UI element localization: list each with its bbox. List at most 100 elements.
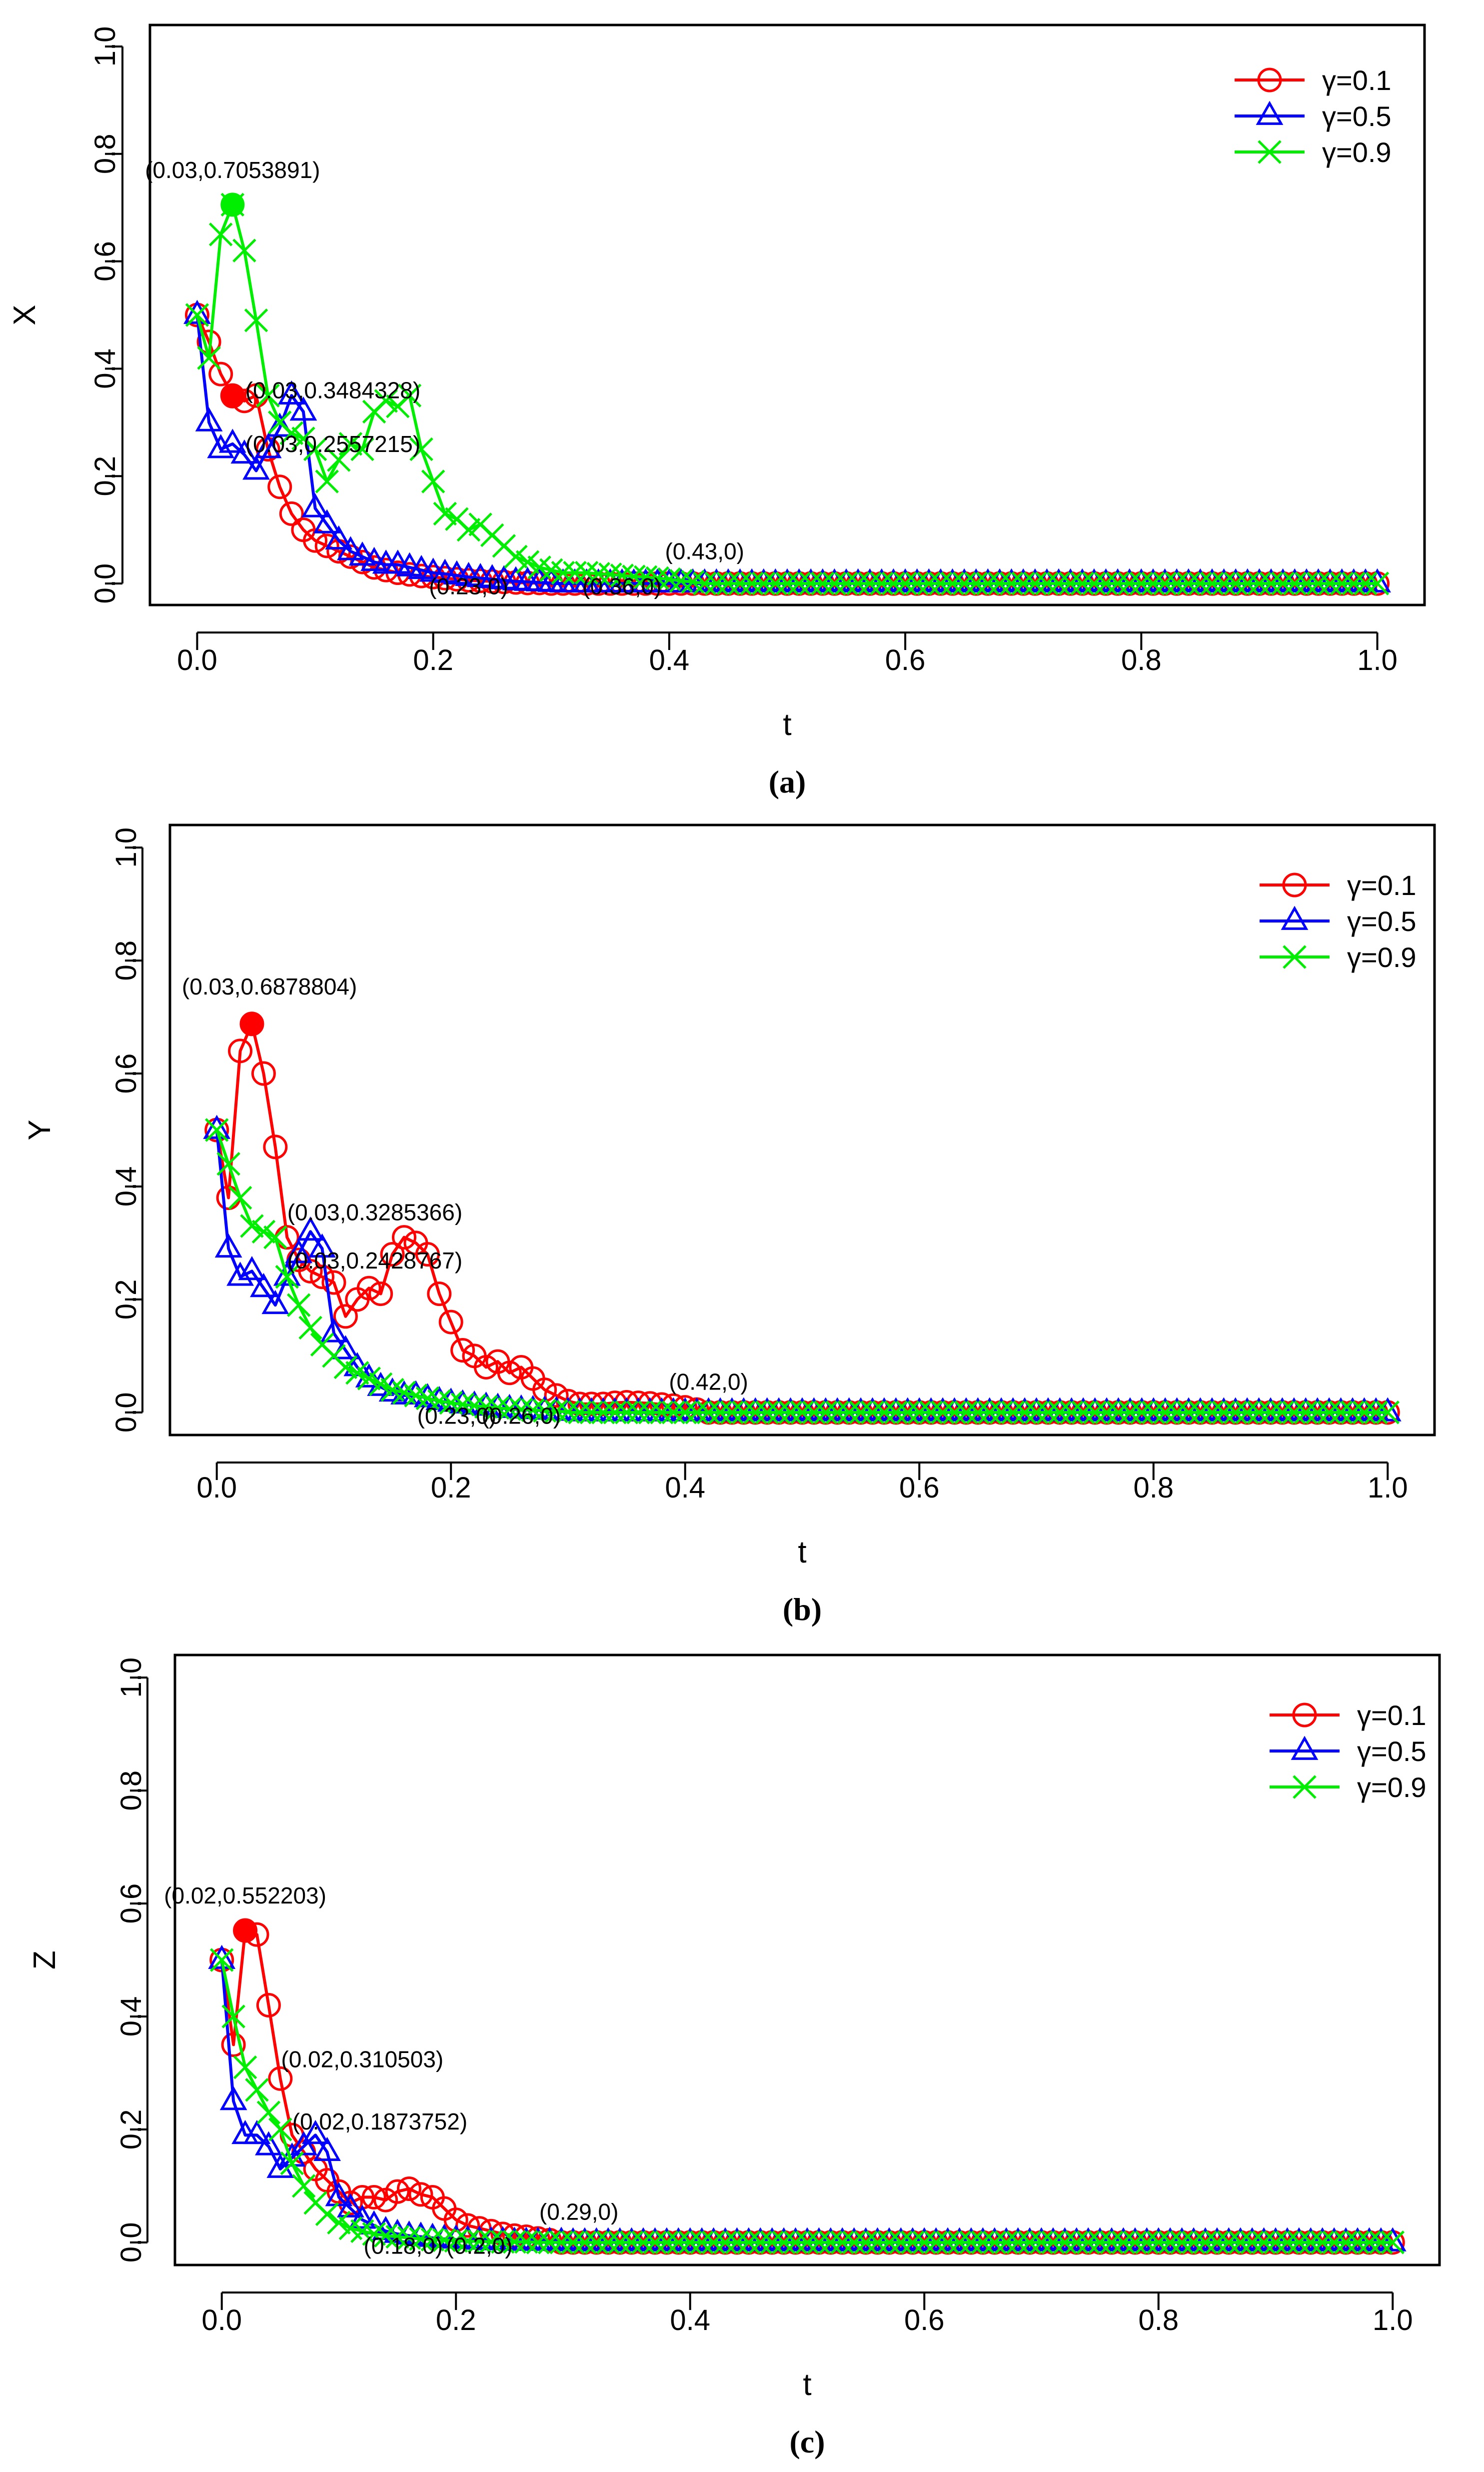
data-point: [286, 1293, 311, 1317]
data-point: [263, 1134, 288, 1160]
data-point: [331, 1335, 359, 1360]
data-point: [1048, 1400, 1072, 1424]
data-point: [799, 572, 823, 596]
data-point: [755, 1400, 779, 1424]
y-axis-label: Y: [22, 1120, 57, 1140]
data-point: [298, 1316, 322, 1340]
data-point: [1200, 1400, 1224, 1424]
data-point: [872, 1400, 896, 1424]
y-axis-label: X: [7, 304, 42, 325]
data-point: [275, 1264, 299, 1289]
data-point: [245, 2078, 269, 2102]
data-point: [748, 2230, 773, 2254]
data-point: [989, 1400, 1014, 1424]
data-point: [228, 1038, 253, 1064]
data-point: [666, 2230, 691, 2254]
y-tick-label: 0.4: [110, 1166, 142, 1207]
data-point: [1129, 572, 1154, 596]
data-point: [661, 1393, 686, 1418]
data-point: [1029, 2230, 1054, 2254]
data-point: [912, 2230, 937, 2254]
data-point: [959, 2230, 983, 2254]
data-point: [277, 380, 305, 405]
data-point: [1247, 572, 1272, 596]
data-point: [1346, 2230, 1370, 2254]
data-point: [444, 2228, 468, 2253]
x-tick-label: 0.8: [1138, 2304, 1179, 2336]
data-point: [865, 2230, 890, 2254]
data-point: [954, 1400, 978, 1424]
data-point: [591, 1392, 616, 1416]
data-point: [936, 2230, 960, 2254]
data-point: [1354, 572, 1378, 596]
data-point: [285, 1239, 313, 1264]
legend-marker: [1293, 1775, 1317, 1799]
data-point: [325, 2182, 353, 2206]
data-point: [556, 1400, 580, 1424]
data-point: [1240, 2230, 1264, 2254]
point-annotation: (0.03,0.6878804): [182, 974, 357, 1000]
data-point: [368, 1282, 393, 1306]
data-point: [267, 474, 292, 500]
data-point: [327, 2210, 351, 2235]
data-point: [343, 1352, 371, 1376]
data-point: [994, 2230, 1019, 2254]
data-point: [884, 1400, 908, 1424]
data-point: [584, 2230, 609, 2254]
data-point: [1322, 2230, 1346, 2254]
data-point: [497, 1397, 522, 1421]
data-point: [964, 572, 988, 596]
data-point: [1259, 572, 1283, 596]
data-point: [645, 566, 670, 590]
y-tick-label: 1.0: [89, 26, 121, 67]
data-point: [1117, 572, 1142, 596]
data-point: [1270, 1400, 1295, 1424]
data-point: [497, 1360, 522, 1386]
data-point: [619, 2230, 644, 2254]
data-point: [251, 1220, 276, 1244]
data-point: [221, 2032, 246, 2057]
data-point: [325, 525, 353, 550]
point-annotation: (0.03,0.7053891): [145, 157, 320, 183]
legend-label: γ=0.9: [1322, 136, 1392, 168]
highlight-point: [220, 192, 245, 217]
legend-label: γ=0.1: [1357, 1700, 1427, 1731]
x-tick-label: 0.8: [1121, 644, 1162, 676]
data-point: [462, 1394, 486, 1418]
data-point: [1212, 572, 1236, 596]
data-point: [1282, 1400, 1306, 1424]
data-point: [254, 434, 282, 458]
data-point: [532, 1398, 557, 1423]
data-point: [1236, 572, 1260, 596]
data-point: [268, 2066, 293, 2091]
data-point: [643, 2230, 667, 2254]
data-point: [296, 1216, 324, 1241]
data-point: [218, 428, 246, 453]
data-point: [669, 568, 693, 593]
data-point: [333, 1304, 358, 1329]
data-point: [896, 1400, 920, 1424]
data-point: [1376, 1400, 1400, 1424]
data-point: [1165, 572, 1189, 596]
data-point: [716, 572, 740, 596]
data-point: [1295, 572, 1319, 596]
data-point: [360, 546, 388, 571]
data-point: [889, 2230, 913, 2254]
data-point: [348, 2204, 376, 2229]
chart-panel-1: 0.0 0.2 0.4 0.6 0.8 1.0 t 0.0 0.2 0.4 0.6 0.8 1.0 X (0…: [7, 24, 1426, 800]
data-point: [778, 1400, 803, 1424]
data-point: [409, 2227, 433, 2251]
data-point: [728, 572, 752, 596]
chart-panel-3: 0.0 0.2 0.4 0.6 0.8 1.0 t 0.0 0.2 0.4 0.6 0.8 1.0 Z (0…: [27, 1654, 1441, 2460]
y-tick-label: 0.0: [89, 564, 121, 604]
y-tick-label: 0.2: [115, 2110, 147, 2150]
data-point: [692, 572, 717, 596]
data-point: [1170, 2230, 1194, 2254]
y-tick-label: 0.6: [115, 1884, 147, 1924]
data-point: [919, 1400, 943, 1424]
data-point: [1283, 572, 1307, 596]
panel-caption: (c): [789, 2424, 825, 2460]
data-point: [443, 2208, 468, 2232]
point-annotation: (0.03,0.2428767): [287, 1248, 462, 1274]
